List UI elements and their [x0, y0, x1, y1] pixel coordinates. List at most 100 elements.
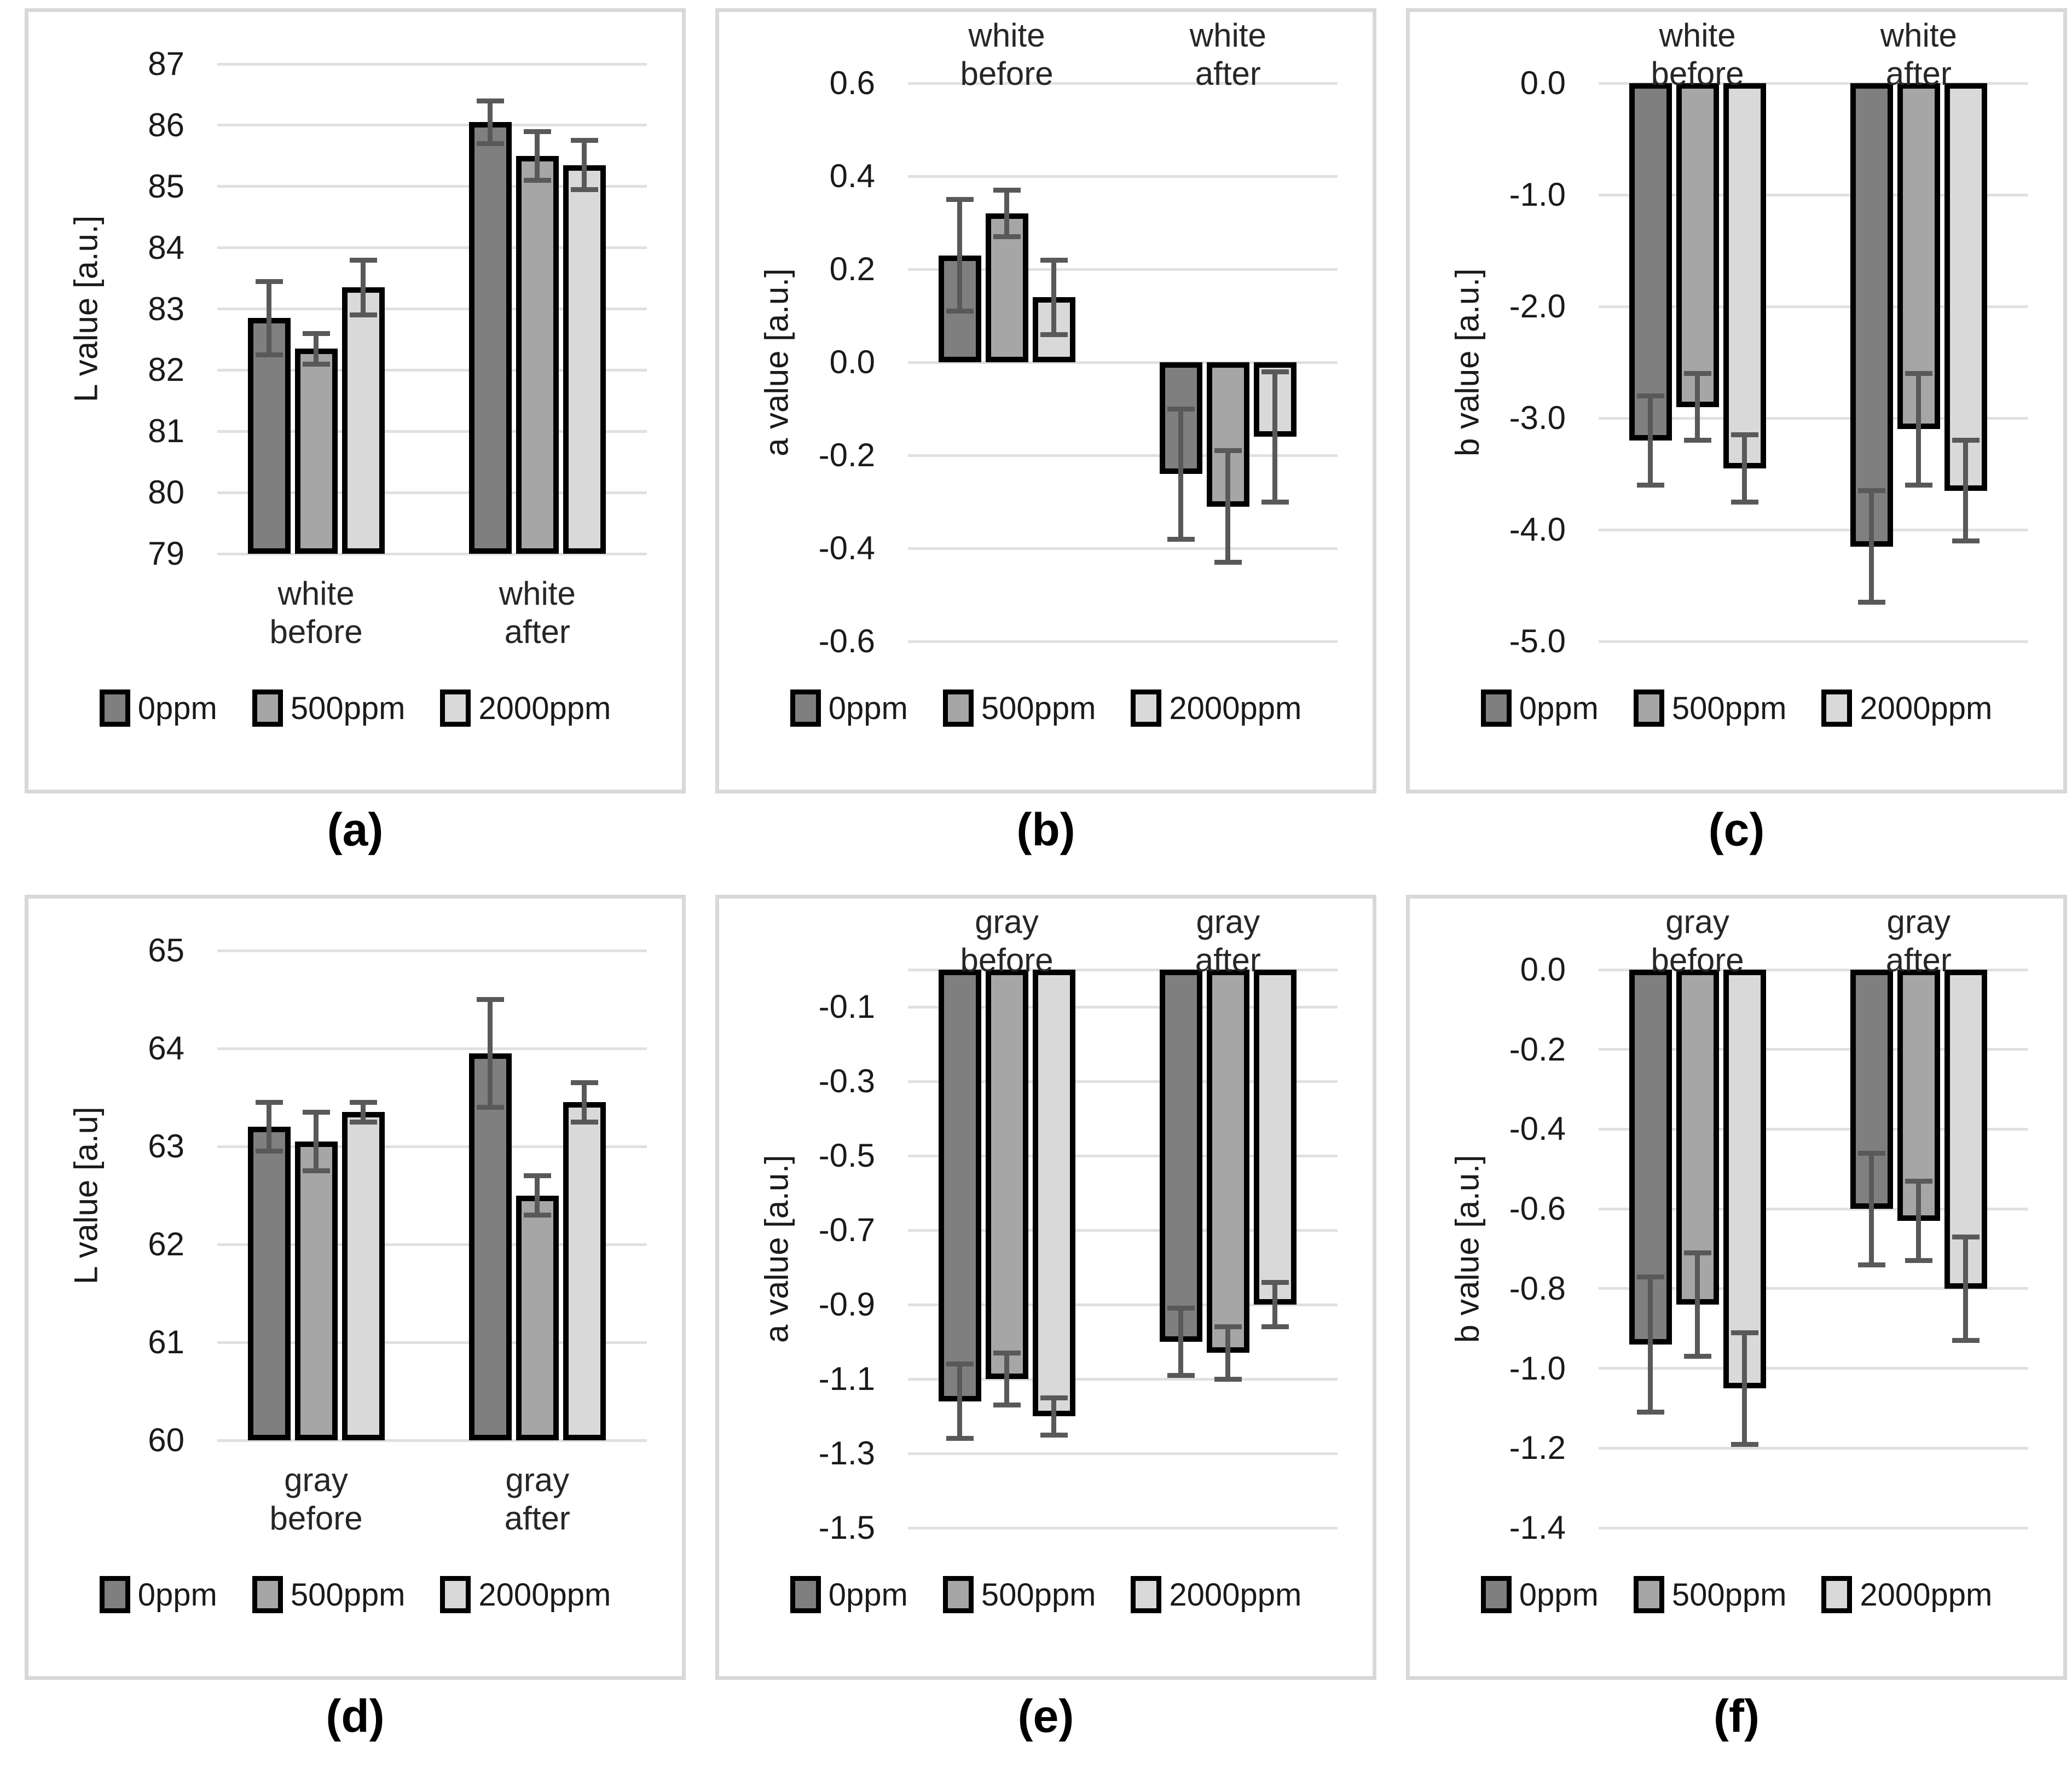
- gridline: [1599, 1367, 2028, 1370]
- gridline: [1599, 1526, 2028, 1529]
- gridline: [908, 968, 1338, 971]
- bar-2000ppm-gray-after: [1253, 970, 1297, 1305]
- y-tick-label: 62: [148, 1226, 184, 1262]
- y-tick-label: -0.6: [818, 623, 875, 659]
- error-bar-line: [1225, 450, 1231, 563]
- bar-500ppm-white-before: [985, 213, 1028, 362]
- y-axis-title: L value [a.u]: [67, 1106, 105, 1284]
- gridline: [908, 1377, 1338, 1381]
- gridline: [1599, 640, 2028, 643]
- legend-swatch-500ppm: [942, 690, 974, 727]
- legend-label-500ppm: 500ppm: [290, 1577, 406, 1613]
- gridline: [908, 547, 1338, 550]
- y-tick-label: -0.4: [818, 530, 875, 566]
- error-bar-cap: [946, 197, 974, 202]
- gridline: [908, 175, 1338, 178]
- y-tick-label: -0.7: [818, 1212, 875, 1248]
- y-tick-label: -1.3: [818, 1435, 875, 1471]
- error-bar-line: [488, 999, 493, 1108]
- legend: 0ppm 500ppm 2000ppm: [28, 1576, 682, 1613]
- error-bar-cap: [1214, 1324, 1242, 1330]
- legend-label-500ppm: 500ppm: [290, 690, 406, 726]
- legend-label-0ppm: 0ppm: [1519, 1577, 1599, 1613]
- y-tick-label: 0.6: [829, 65, 875, 101]
- legend-label-2000ppm: 2000ppm: [1860, 690, 1993, 726]
- gridline: [217, 1439, 647, 1442]
- error-bar-cap: [1857, 600, 1885, 605]
- legend-swatch-2000ppm: [1131, 690, 1162, 727]
- bar-500ppm-white-before: [1676, 83, 1719, 407]
- error-bar-cap: [570, 138, 598, 143]
- y-tick-label: 82: [148, 351, 184, 389]
- gridline: [1599, 1207, 2028, 1210]
- gridline: [908, 640, 1338, 643]
- gridline: [1599, 416, 2028, 420]
- error-bar-cap: [993, 188, 1021, 193]
- gridline: [1599, 82, 2028, 85]
- y-tick-label: 0.4: [829, 158, 875, 194]
- gridline: [217, 1145, 647, 1148]
- legend-label-2000ppm: 2000ppm: [478, 690, 611, 726]
- gridline: [1599, 305, 2028, 308]
- error-bar-cap: [1952, 1338, 1980, 1343]
- error-bar-cap: [1683, 1250, 1711, 1255]
- error-bar-line: [314, 333, 319, 364]
- error-bar-cap: [1683, 1354, 1711, 1359]
- y-tick-label: -0.3: [818, 1063, 875, 1099]
- legend-item-500ppm: 500ppm: [942, 690, 1096, 727]
- error-bar-cap: [1730, 432, 1758, 438]
- category-label-white-before: white before: [1651, 17, 1744, 92]
- bar-0ppm-white-after: [468, 122, 512, 554]
- legend-label-2000ppm: 2000ppm: [1169, 690, 1302, 726]
- chart-box-f: 0.0 -0.2 -0.4 -0.6 -0.8 -1.0 -1.2 -1.4 b value […: [1406, 895, 2067, 1680]
- bar-2000ppm-gray-before: [1032, 970, 1075, 1416]
- error-bar-cap: [1261, 499, 1289, 505]
- error-bar-line: [582, 140, 587, 190]
- gridline: [908, 1303, 1338, 1306]
- legend-swatch-2000ppm: [440, 1576, 471, 1613]
- bar-500ppm-gray-before: [985, 970, 1028, 1379]
- error-bar-cap: [1261, 1279, 1289, 1285]
- error-bar-cap: [1730, 1441, 1758, 1447]
- legend-swatch-2000ppm: [1131, 1576, 1162, 1613]
- error-bar-cap: [946, 1436, 974, 1441]
- legend-item-0ppm: 0ppm: [790, 1576, 908, 1613]
- error-bar-line: [957, 1364, 963, 1439]
- y-tick-label: 79: [148, 535, 184, 572]
- legend-swatch-2000ppm: [440, 690, 471, 727]
- y-tick-label: -0.5: [818, 1137, 875, 1174]
- error-bar-line: [1225, 1326, 1231, 1379]
- error-bar-cap: [349, 257, 377, 263]
- error-bar-line: [1648, 1277, 1653, 1412]
- error-bar-line: [488, 101, 493, 144]
- error-bar-cap: [570, 187, 598, 192]
- category-label-gray-after: gray after: [504, 1462, 570, 1537]
- error-bar-cap: [476, 141, 504, 146]
- gridline: [217, 1047, 647, 1050]
- legend-label-0ppm: 0ppm: [828, 690, 908, 726]
- gridline: [217, 1341, 647, 1344]
- error-bar-cap: [1261, 369, 1289, 374]
- error-bar-line: [1869, 1153, 1874, 1265]
- error-bar-cap: [1040, 332, 1068, 337]
- y-tick-label: 80: [148, 474, 184, 511]
- y-tick-label: 0.0: [829, 344, 875, 380]
- y-tick-label: 64: [148, 1030, 184, 1067]
- error-bar-line: [957, 199, 963, 311]
- y-tick-label: -1.1: [818, 1360, 875, 1397]
- bar-0ppm-gray-after: [1159, 970, 1202, 1342]
- gridline: [1599, 1048, 2028, 1051]
- chart-box-d: 65 64 63 62 61 60 L value [a.u] gray before gray…: [25, 895, 686, 1680]
- error-bar-line: [535, 131, 540, 181]
- error-bar-line: [1051, 1398, 1057, 1435]
- error-bar-line: [361, 1102, 366, 1122]
- error-bar-cap: [1683, 438, 1711, 443]
- error-bar-line: [1916, 1181, 1921, 1261]
- y-tick-label: 86: [148, 106, 184, 143]
- error-bar-cap: [1214, 560, 1242, 565]
- category-label-gray-after: gray after: [1195, 903, 1261, 978]
- y-axis-title: a value [a.u.]: [758, 268, 795, 456]
- error-bar-cap: [1040, 1395, 1068, 1400]
- legend-label-0ppm: 0ppm: [1519, 690, 1599, 726]
